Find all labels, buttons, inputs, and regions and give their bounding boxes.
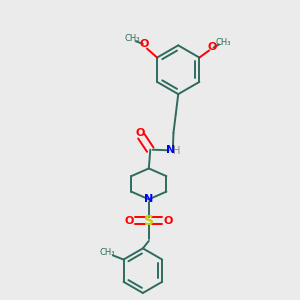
Text: O: O bbox=[207, 43, 217, 52]
Text: N: N bbox=[144, 194, 153, 204]
Text: O: O bbox=[136, 128, 145, 138]
Text: H: H bbox=[173, 146, 181, 157]
Text: CH₃: CH₃ bbox=[124, 34, 140, 43]
Text: N: N bbox=[167, 145, 176, 155]
Text: CH₃: CH₃ bbox=[216, 38, 232, 46]
Text: O: O bbox=[164, 216, 173, 226]
Text: S: S bbox=[144, 214, 154, 228]
Text: CH₃: CH₃ bbox=[99, 248, 115, 256]
Text: O: O bbox=[124, 216, 134, 226]
Text: O: O bbox=[140, 40, 149, 50]
